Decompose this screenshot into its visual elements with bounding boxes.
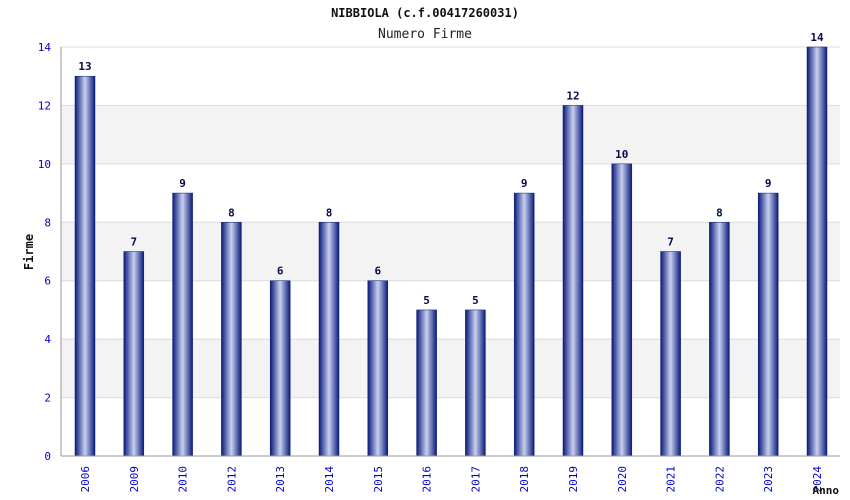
x-tick-label: 2018 bbox=[518, 466, 531, 493]
bar-value-label: 5 bbox=[423, 294, 430, 307]
bar-value-label: 7 bbox=[667, 236, 674, 249]
x-tick-label: 2009 bbox=[128, 466, 141, 493]
y-axis-label: Firme bbox=[22, 234, 36, 270]
bar-value-label: 12 bbox=[566, 89, 579, 102]
bar-value-label: 8 bbox=[716, 206, 723, 219]
x-tick-label: 2010 bbox=[177, 466, 190, 493]
y-tick-label: 2 bbox=[44, 392, 51, 405]
bar-value-label: 8 bbox=[326, 206, 333, 219]
bar-value-label: 6 bbox=[374, 265, 381, 278]
bar bbox=[74, 75, 96, 457]
bar bbox=[123, 251, 145, 457]
x-axis-ticks: 2006 2009 2010 2012 2013 2014 2015 2016 2017 2018… bbox=[79, 466, 824, 493]
bar-value-label: 7 bbox=[130, 236, 137, 249]
x-tick-label: 2022 bbox=[713, 466, 726, 493]
bar bbox=[660, 251, 681, 457]
bar-value-label: 8 bbox=[228, 206, 235, 219]
y-tick-label: 4 bbox=[44, 333, 51, 346]
bar bbox=[367, 280, 389, 457]
bar-value-label: 13 bbox=[78, 60, 91, 73]
x-tick-label: 2023 bbox=[762, 466, 775, 493]
chart-title: NIBBIOLA (c.f.00417260031) bbox=[331, 6, 519, 20]
bar bbox=[269, 280, 291, 457]
bar-value-label: 9 bbox=[521, 177, 528, 190]
bar bbox=[465, 309, 486, 457]
x-tick-label: 2012 bbox=[225, 466, 238, 493]
plot-band bbox=[61, 105, 840, 164]
x-tick-label: 2006 bbox=[79, 466, 92, 493]
x-axis-label: Anno bbox=[813, 484, 840, 497]
bar bbox=[221, 222, 242, 457]
bar bbox=[806, 46, 828, 457]
x-tick-label: 2014 bbox=[323, 466, 336, 493]
y-tick-label: 6 bbox=[44, 275, 51, 288]
bar bbox=[757, 192, 779, 457]
x-tick-label: 2024 bbox=[811, 466, 824, 493]
bar bbox=[513, 192, 535, 457]
x-tick-label: 2020 bbox=[616, 466, 629, 493]
bar-value-label: 14 bbox=[810, 31, 824, 44]
bar bbox=[562, 105, 584, 457]
x-tick-label: 2015 bbox=[372, 466, 385, 493]
bar bbox=[611, 163, 633, 457]
y-axis-ticks: 0 2 4 6 8 10 12 14 bbox=[38, 41, 52, 463]
bar-value-label: 9 bbox=[765, 177, 772, 190]
y-tick-label: 10 bbox=[38, 158, 51, 171]
y-tick-label: 0 bbox=[44, 450, 51, 463]
y-tick-label: 12 bbox=[38, 99, 51, 112]
bar bbox=[709, 222, 730, 457]
bar bbox=[172, 192, 193, 457]
bar-value-label: 9 bbox=[179, 177, 186, 190]
x-tick-label: 2019 bbox=[567, 466, 580, 493]
bar-series: 13 7 9 8 6 8 6 5 5 9 12 10 7 8 9 14 bbox=[74, 31, 828, 457]
x-tick-label: 2017 bbox=[469, 466, 482, 493]
y-tick-label: 14 bbox=[38, 41, 52, 54]
x-tick-label: 2021 bbox=[665, 466, 678, 493]
y-tick-label: 8 bbox=[44, 216, 51, 229]
bar-value-label: 5 bbox=[472, 294, 479, 307]
chart-subtitle: Numero Firme bbox=[378, 27, 472, 42]
bar bbox=[416, 309, 437, 457]
x-tick-label: 2016 bbox=[421, 466, 434, 493]
bar-value-label: 6 bbox=[277, 265, 284, 278]
x-tick-label: 2013 bbox=[274, 466, 287, 493]
bar bbox=[318, 222, 340, 457]
bar-value-label: 10 bbox=[615, 148, 628, 161]
